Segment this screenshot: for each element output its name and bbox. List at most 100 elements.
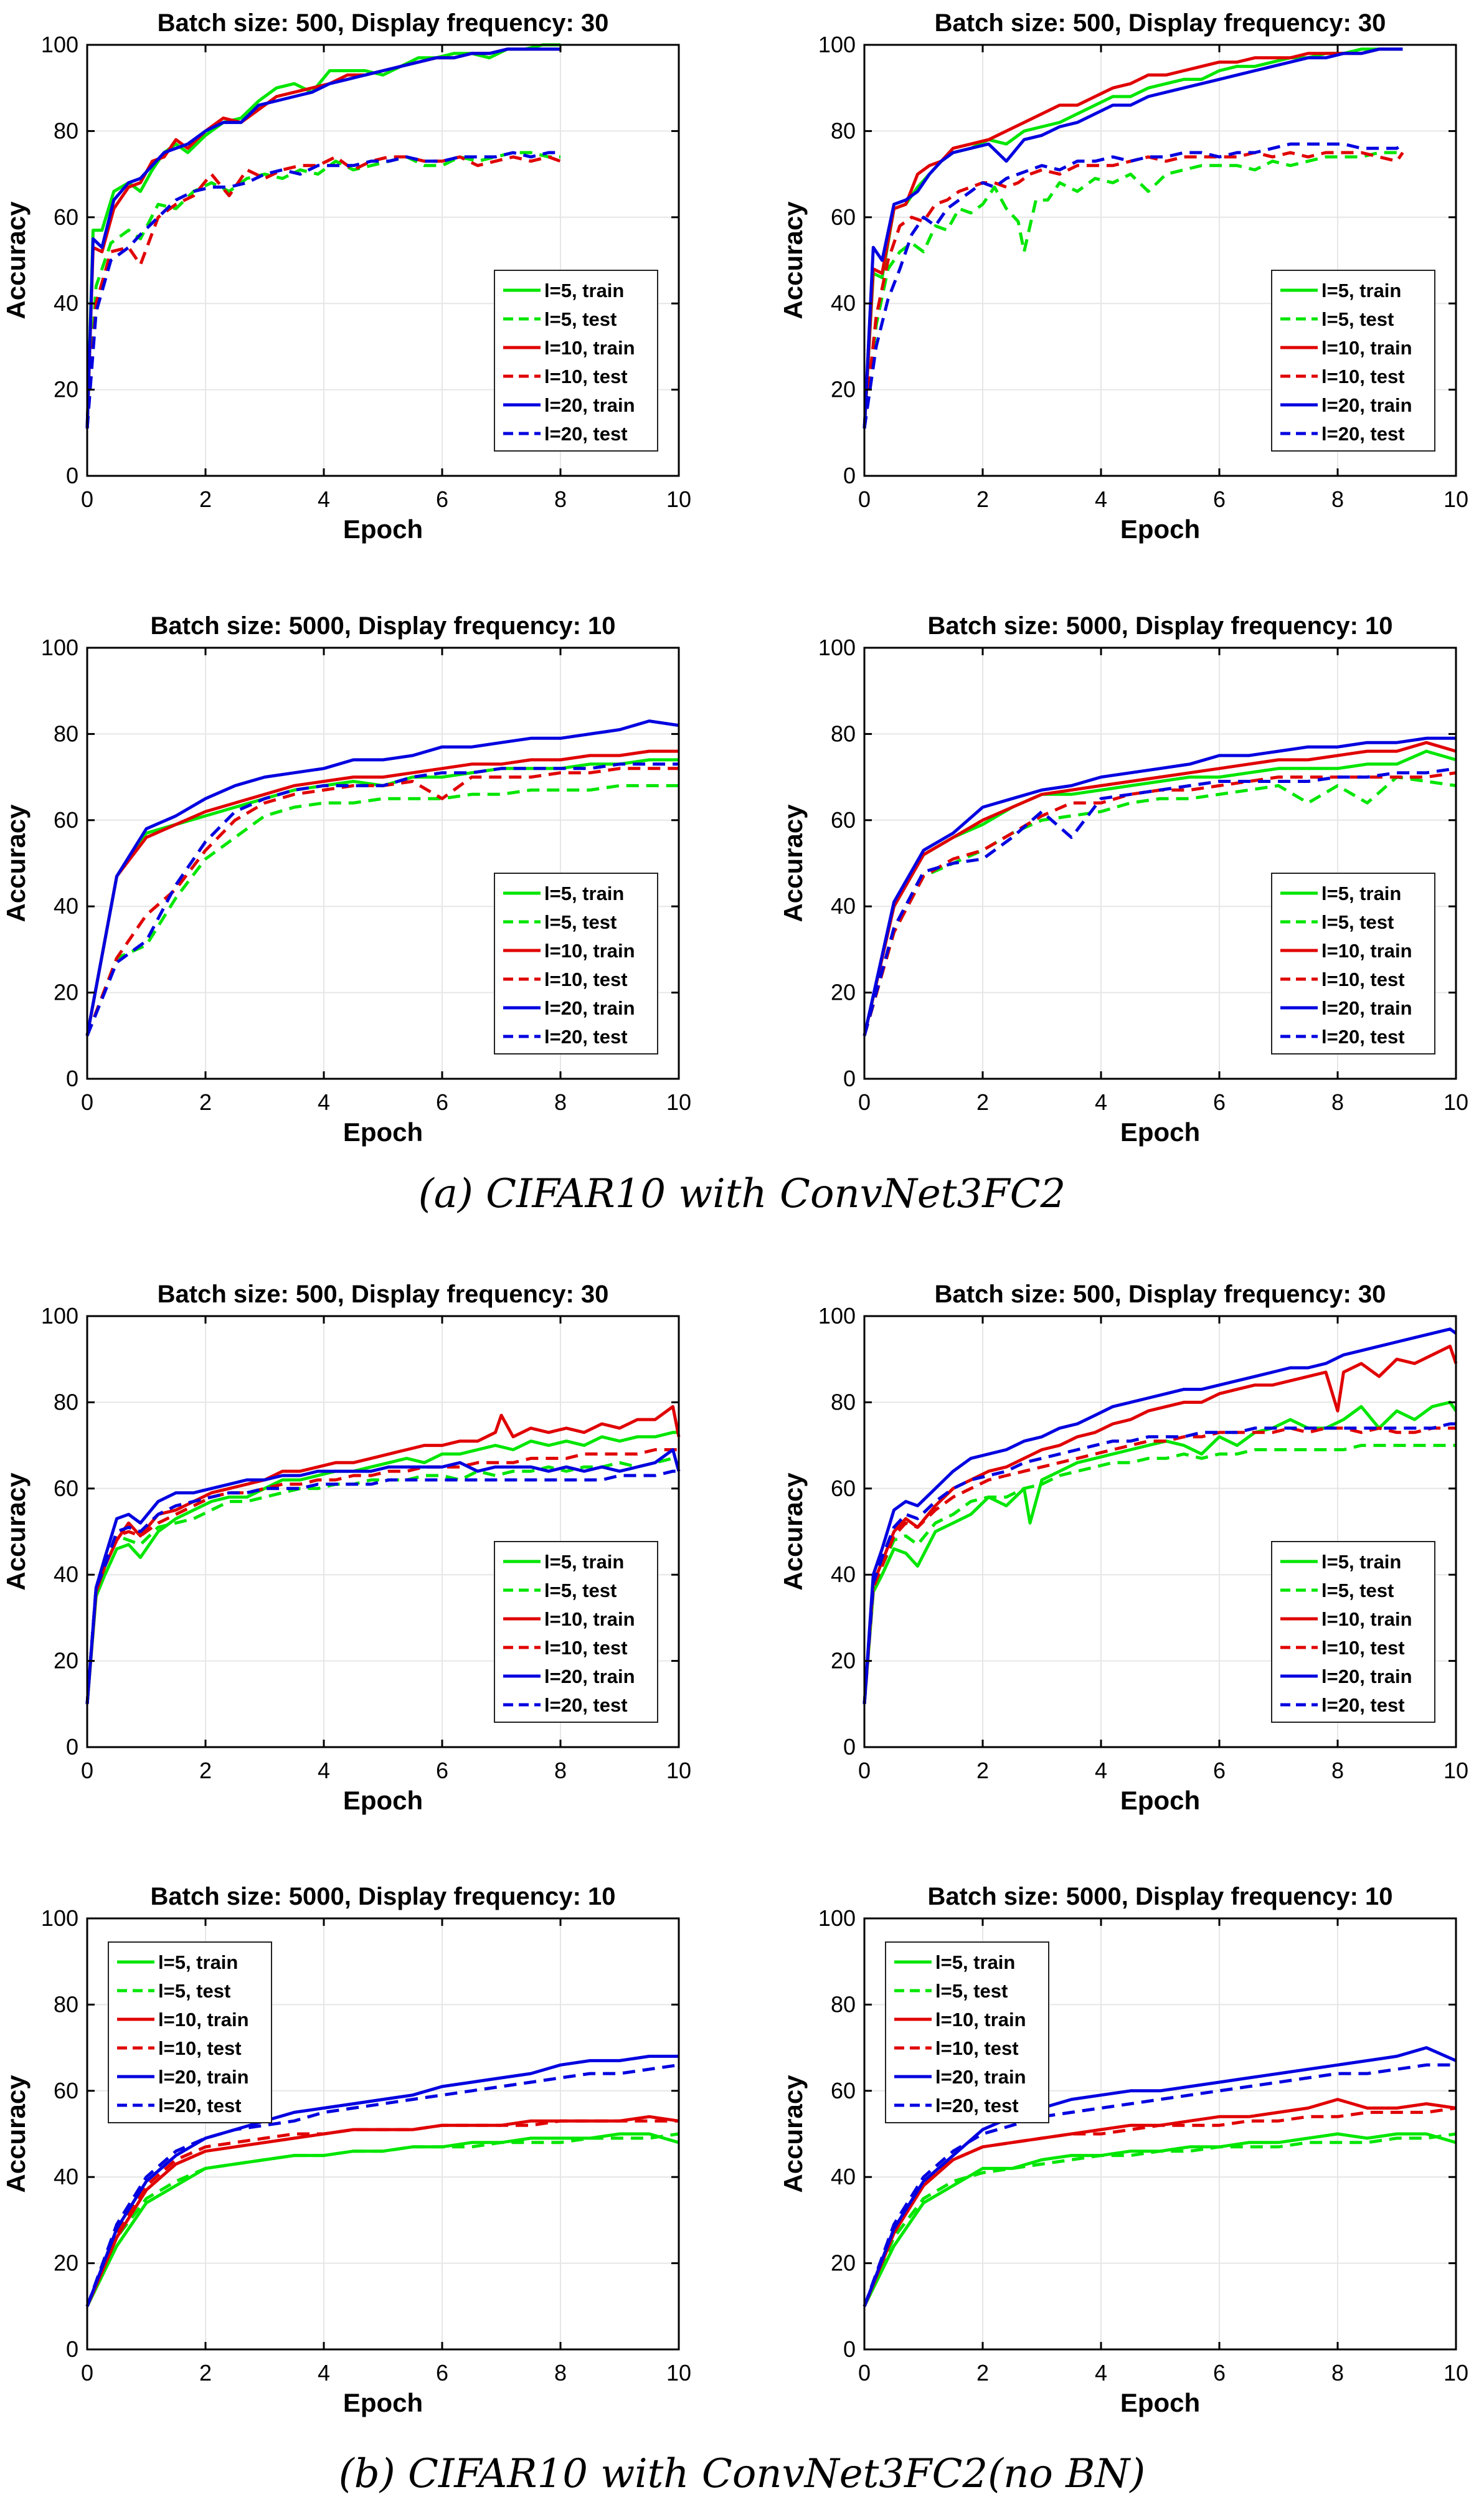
- y-tick-label: 60: [831, 2078, 856, 2103]
- y-tick-label: 40: [54, 290, 78, 316]
- legend-entry-label: l=5, train: [1321, 883, 1401, 904]
- legend-entry-label: l=10, test: [1321, 366, 1405, 387]
- legend-entry-label: l=20, test: [544, 423, 628, 445]
- x-axis-label: Epoch: [343, 1786, 423, 1815]
- y-axis-label: Accuracy: [1, 201, 31, 320]
- y-tick-label: 80: [54, 118, 78, 143]
- y-tick-label: 40: [54, 893, 78, 919]
- x-tick-label: 4: [318, 486, 330, 512]
- legend-box: [1271, 1541, 1435, 1723]
- legend-entry-label: l=5, train: [935, 1951, 1015, 1973]
- y-tick-label: 80: [831, 118, 856, 143]
- y-tick-label: 0: [843, 463, 856, 488]
- legend-entry-label: l=10, test: [1321, 969, 1405, 990]
- legend-entry-label: l=10, train: [544, 940, 635, 962]
- series-line-l5-test: [85, 151, 560, 429]
- x-tick-label: 4: [1095, 486, 1107, 512]
- y-tick-label: 40: [831, 2164, 856, 2189]
- y-tick-label: 20: [54, 377, 78, 402]
- x-tick-label: 10: [666, 1089, 691, 1115]
- y-tick-label: 80: [54, 1389, 78, 1415]
- x-tick-label: 10: [666, 486, 691, 512]
- series-line-l5-test: [85, 2132, 679, 2307]
- x-axis-label: Epoch: [1120, 514, 1200, 544]
- series-line-l20-train: [85, 1448, 681, 1704]
- series-line-l20-train: [863, 736, 1456, 1036]
- series-line-l5-test: [85, 784, 679, 1036]
- legend-entry-label: l=20, train: [544, 1666, 635, 1687]
- y-tick-label: 0: [66, 2336, 78, 2362]
- legend: l=5, train l=5, test l=10, train l=10, test…: [1271, 270, 1435, 452]
- x-tick-label: 0: [81, 1089, 93, 1115]
- legend-entry-label: l=20, test: [544, 1694, 628, 1716]
- series-line-l5-test: [863, 2132, 1457, 2307]
- y-tick-label: 100: [818, 635, 856, 660]
- axes-frame: [863, 1917, 1457, 2351]
- y-tick-label: 20: [831, 377, 856, 402]
- y-tick-label: 60: [54, 807, 78, 833]
- legend: l=5, train l=5, test l=10, train l=10, test…: [885, 1941, 1049, 2123]
- y-tick-label: 20: [831, 1648, 856, 1674]
- legend-entry-label: l=5, test: [1321, 911, 1394, 933]
- axes-frame: [86, 44, 680, 477]
- chart-title: Batch size: 5000, Display frequency: 10: [151, 612, 616, 640]
- legend-box: [494, 873, 658, 1054]
- y-tick-label: 40: [831, 893, 856, 919]
- legend-entry-label: l=10, train: [544, 337, 635, 359]
- legend-entry-label: l=5, train: [1321, 280, 1401, 301]
- legend-entry-label: l=20, train: [935, 2066, 1026, 2088]
- legend-entry-label: l=20, test: [1321, 1694, 1405, 1716]
- x-tick-label: 0: [81, 1758, 93, 1783]
- legend-entry-label: l=20, test: [544, 1026, 628, 1048]
- x-tick-label: 10: [666, 1758, 691, 1783]
- legend-entry-label: l=5, test: [158, 1980, 230, 2002]
- x-tick-label: 4: [318, 1758, 330, 1783]
- y-tick-label: 0: [66, 463, 78, 488]
- series-line-l10-test: [863, 151, 1404, 429]
- y-tick-label: 60: [831, 807, 856, 833]
- legend-entry-label: l=5, train: [544, 1551, 624, 1573]
- legend-entry-label: l=10, test: [158, 2037, 242, 2059]
- x-tick-label: 6: [1213, 486, 1226, 512]
- y-tick-label: 0: [843, 2336, 856, 2362]
- y-axis-label: Accuracy: [1, 804, 31, 922]
- y-tick-label: 40: [54, 1562, 78, 1587]
- y-tick-label: 0: [66, 1734, 78, 1760]
- x-tick-label: 2: [199, 1089, 212, 1115]
- legend-entry-label: l=20, train: [1321, 1666, 1412, 1687]
- x-tick-label: 0: [858, 1089, 871, 1115]
- x-tick-label: 8: [1331, 1758, 1344, 1783]
- series-line-l10-train: [85, 749, 679, 1036]
- legend-box: [108, 1941, 272, 2123]
- legend-entry-label: l=5, test: [544, 911, 617, 933]
- x-tick-label: 8: [1331, 486, 1344, 512]
- x-tick-label: 6: [436, 2360, 448, 2386]
- x-tick-label: 4: [318, 1089, 330, 1115]
- series-line-l5-train: [863, 1400, 1458, 1704]
- series-line-l20-test: [85, 762, 679, 1036]
- series-line-l10-train: [863, 1344, 1458, 1704]
- legend: l=5, train l=5, test l=10, train l=10, test…: [108, 1941, 272, 2123]
- series-line-l5-test: [863, 147, 1404, 429]
- x-tick-label: 8: [554, 2360, 567, 2386]
- y-tick-label: 20: [831, 980, 856, 1005]
- legend-entry-label: l=10, test: [935, 2037, 1019, 2059]
- series-line-l5-train: [85, 1431, 679, 1705]
- x-tick-label: 0: [858, 2360, 871, 2386]
- legend-entry-label: l=20, train: [1321, 394, 1412, 416]
- legend: l=5, train l=5, test l=10, train l=10, test…: [494, 873, 658, 1054]
- legend-entry-label: l=5, test: [1321, 308, 1394, 330]
- y-tick-label: 60: [54, 204, 78, 230]
- legend-entry-label: l=5, train: [1321, 1551, 1401, 1573]
- legend-entry-label: l=5, test: [1321, 1580, 1394, 1601]
- legend-entry-label: l=20, train: [1321, 997, 1412, 1019]
- x-tick-label: 4: [1095, 2360, 1107, 2386]
- y-tick-label: 100: [41, 1303, 78, 1329]
- chart-title: Batch size: 5000, Display frequency: 10: [151, 1883, 616, 1910]
- legend-entry-label: l=10, train: [1321, 940, 1412, 962]
- y-tick-label: 100: [818, 1905, 856, 1931]
- x-tick-label: 0: [81, 486, 93, 512]
